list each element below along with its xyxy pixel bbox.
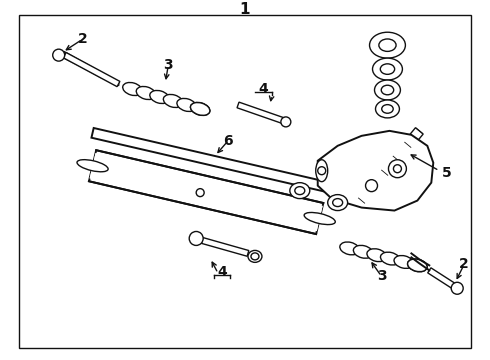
Circle shape <box>393 165 401 173</box>
Circle shape <box>196 189 204 197</box>
Circle shape <box>451 282 463 294</box>
Polygon shape <box>428 268 459 291</box>
Ellipse shape <box>380 252 400 265</box>
Ellipse shape <box>150 90 169 104</box>
Polygon shape <box>90 153 322 231</box>
Polygon shape <box>358 128 423 204</box>
Text: 4: 4 <box>258 82 268 96</box>
Ellipse shape <box>374 80 400 100</box>
Ellipse shape <box>328 195 347 211</box>
Ellipse shape <box>382 105 393 113</box>
Text: 4: 4 <box>217 265 227 279</box>
Ellipse shape <box>251 253 259 260</box>
Circle shape <box>189 231 203 246</box>
Ellipse shape <box>122 82 142 95</box>
Ellipse shape <box>177 98 196 112</box>
Ellipse shape <box>367 249 387 262</box>
Ellipse shape <box>163 94 183 108</box>
Text: 3: 3 <box>377 269 386 283</box>
Polygon shape <box>237 102 285 124</box>
Ellipse shape <box>353 246 373 258</box>
Ellipse shape <box>304 212 335 225</box>
Ellipse shape <box>372 58 402 80</box>
Ellipse shape <box>379 39 396 51</box>
Text: 2: 2 <box>459 257 469 271</box>
Polygon shape <box>63 53 120 87</box>
Ellipse shape <box>369 32 405 58</box>
Polygon shape <box>89 150 323 234</box>
Polygon shape <box>201 238 249 256</box>
Circle shape <box>318 167 326 175</box>
Circle shape <box>53 49 65 61</box>
Ellipse shape <box>333 199 343 207</box>
Ellipse shape <box>191 102 210 116</box>
Circle shape <box>389 160 406 178</box>
Ellipse shape <box>381 85 393 95</box>
Text: 3: 3 <box>164 58 173 72</box>
Ellipse shape <box>295 186 305 195</box>
Ellipse shape <box>248 251 262 262</box>
Ellipse shape <box>191 103 210 115</box>
Circle shape <box>366 180 377 192</box>
Ellipse shape <box>316 160 328 182</box>
Polygon shape <box>318 131 433 211</box>
Ellipse shape <box>408 259 427 272</box>
Ellipse shape <box>394 256 414 269</box>
Text: 6: 6 <box>223 134 233 148</box>
Ellipse shape <box>408 259 427 272</box>
Text: 5: 5 <box>442 166 452 180</box>
Ellipse shape <box>290 183 310 199</box>
Ellipse shape <box>380 64 394 75</box>
Circle shape <box>281 117 291 127</box>
Text: 2: 2 <box>78 32 88 46</box>
Ellipse shape <box>77 160 108 172</box>
Polygon shape <box>90 153 322 231</box>
Polygon shape <box>92 128 395 207</box>
Ellipse shape <box>136 86 156 99</box>
Ellipse shape <box>340 242 359 255</box>
Text: 1: 1 <box>240 2 250 17</box>
Ellipse shape <box>375 100 399 118</box>
